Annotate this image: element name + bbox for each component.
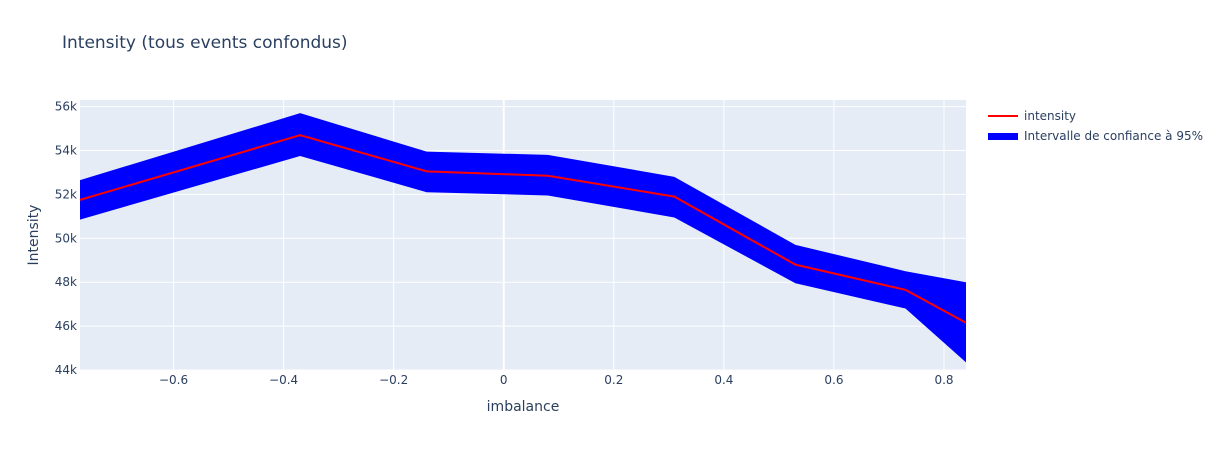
x-tick-label: 0 <box>500 373 508 387</box>
legend-label-confidence-interval: Intervalle de confiance à 95% <box>1024 129 1203 143</box>
y-tick-label: 50k <box>55 231 77 245</box>
x-tick-label: −0.2 <box>379 373 408 387</box>
y-tick-label: 44k <box>55 363 77 377</box>
y-tick-label: 48k <box>55 275 77 289</box>
x-tick-label: −0.4 <box>269 373 298 387</box>
legend-swatch-line <box>988 115 1018 117</box>
x-tick-labels: −0.6 −0.4 −0.2 0 0.2 0.4 0.6 0.8 <box>159 373 954 387</box>
x-tick-label: −0.6 <box>159 373 188 387</box>
y-tick-label: 56k <box>55 100 77 114</box>
x-tick-label: 0.6 <box>824 373 843 387</box>
intensity-line <box>79 134 967 324</box>
x-tick-label: 0.8 <box>934 373 953 387</box>
legend-swatch-band <box>988 132 1018 140</box>
x-tick-label: 0.4 <box>714 373 733 387</box>
legend-label-intensity: intensity <box>1024 109 1077 123</box>
confidence-band-layer <box>80 113 966 363</box>
y-tick-label: 52k <box>55 187 77 201</box>
y-axis-label: Intensity <box>26 205 42 266</box>
legend: intensity Intervalle de confiance à 95% <box>988 106 1203 146</box>
legend-item-confidence-interval[interactable]: Intervalle de confiance à 95% <box>988 126 1203 146</box>
x-tick-label: 0.2 <box>604 373 623 387</box>
y-tick-label: 46k <box>55 319 77 333</box>
x-axis-label: imbalance <box>487 399 560 415</box>
confidence-band <box>80 113 966 363</box>
y-tick-label: 54k <box>55 143 77 157</box>
intensity-line-layer <box>79 134 967 324</box>
legend-item-intensity[interactable]: intensity <box>988 106 1203 126</box>
chart-title: Intensity (tous events confondus) <box>62 33 348 53</box>
y-tick-labels: 44k 46k 48k 50k 52k 54k 56k <box>55 100 77 377</box>
